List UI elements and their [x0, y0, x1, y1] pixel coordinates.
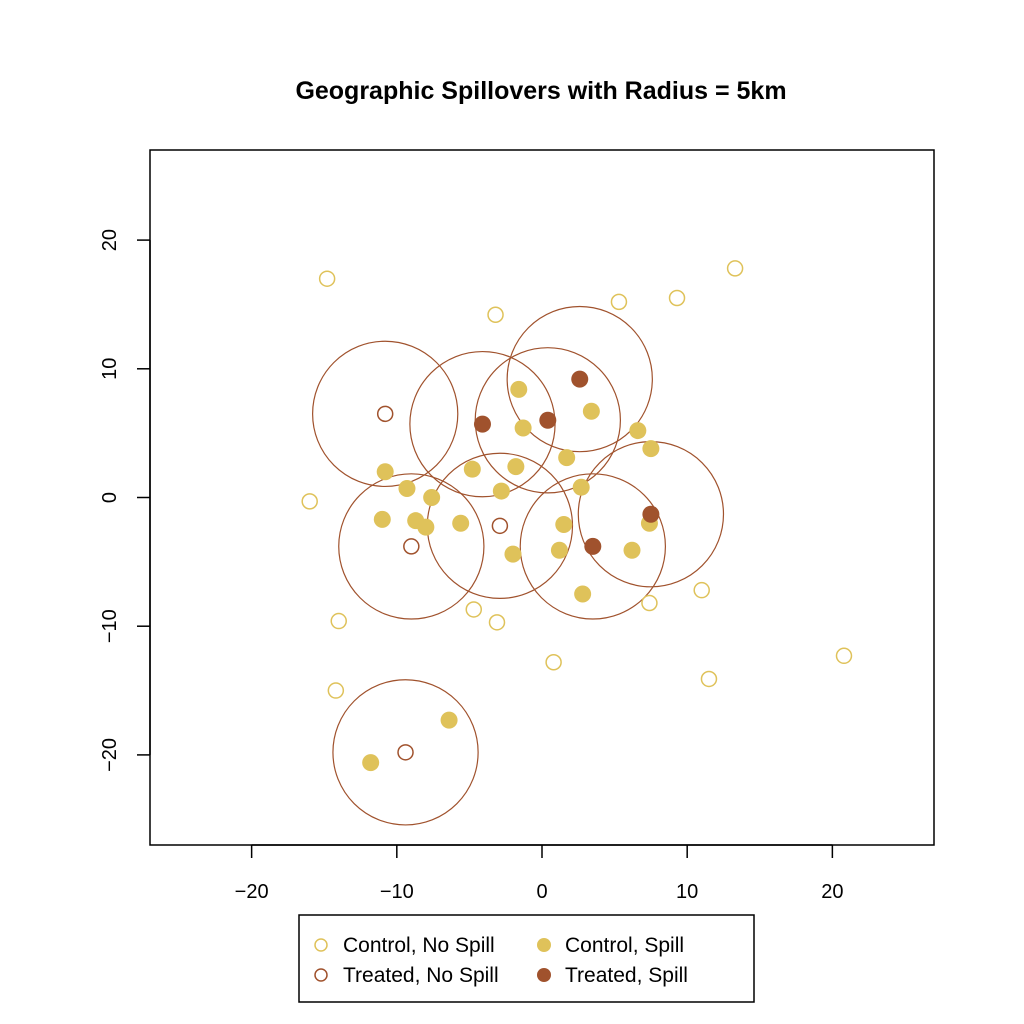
point-control-spill	[629, 422, 647, 440]
point-control-no-spill	[327, 682, 345, 699]
point-control-spill	[463, 460, 481, 478]
y-tick-label: 0	[99, 492, 121, 503]
y-tick-label: 10	[99, 358, 121, 380]
y-axis: −20 −10 0 10 20	[99, 229, 151, 772]
point-control-spill	[555, 516, 573, 534]
point-control-no-spill	[610, 293, 628, 311]
point-treated-no-spill	[397, 744, 414, 761]
spillover-ring	[338, 473, 485, 620]
point-control-spill	[514, 419, 532, 437]
legend-marker-control-spill	[537, 938, 551, 952]
point-treated-spill	[473, 415, 491, 433]
point-control-spill	[582, 402, 600, 420]
point-control-spill	[510, 380, 528, 398]
point-control-spill	[558, 449, 576, 467]
x-tick-label: 0	[536, 881, 547, 903]
point-control-spill	[550, 541, 568, 559]
point-control-spill	[423, 489, 441, 506]
x-tick-label: 20	[821, 881, 843, 903]
point-control-no-spill	[545, 653, 562, 671]
point-treated-spill	[642, 505, 660, 523]
x-tick-label: −10	[380, 881, 414, 903]
x-axis: −20 −10 0 10 20	[235, 844, 843, 903]
x-tick-label: −20	[235, 881, 269, 903]
y-tick-label: −20	[99, 738, 121, 772]
spillover-ring	[312, 340, 459, 488]
legend-label-treated-no-spill: Treated, No Spill	[343, 964, 499, 987]
point-control-spill	[362, 754, 380, 772]
legend-marker-control-no-spill	[314, 938, 328, 952]
legend-marker-treated-spill	[537, 968, 551, 982]
x-tick-label: 10	[676, 881, 698, 903]
legend-box	[298, 914, 755, 1003]
point-treated-spill	[571, 370, 589, 388]
legend-label-treated-spill: Treated, Spill	[565, 964, 688, 987]
point-treated-no-spill	[376, 405, 394, 423]
point-control-no-spill	[668, 289, 686, 307]
point-control-no-spill	[465, 601, 483, 618]
spillover-ring	[506, 305, 653, 453]
data-points	[301, 260, 853, 772]
point-control-no-spill	[641, 594, 658, 612]
point-control-no-spill	[301, 493, 318, 510]
legend-label-control-no-spill: Control, No Spill	[343, 934, 495, 957]
point-control-no-spill	[693, 581, 710, 599]
point-control-spill	[440, 711, 458, 729]
point-control-no-spill	[700, 670, 718, 688]
point-treated-no-spill	[403, 538, 420, 555]
point-control-spill	[642, 440, 660, 458]
point-treated-spill	[584, 537, 602, 555]
point-control-spill	[373, 510, 391, 528]
point-control-spill	[504, 545, 522, 563]
spillover-ring	[519, 473, 667, 620]
point-control-no-spill	[835, 647, 853, 665]
point-treated-spill	[539, 411, 557, 429]
point-treated-no-spill	[491, 517, 509, 535]
point-control-spill	[572, 478, 590, 496]
y-tick-label: 20	[99, 229, 121, 251]
point-control-no-spill	[488, 614, 506, 631]
point-control-spill	[574, 585, 592, 603]
point-control-no-spill	[330, 612, 347, 630]
point-control-spill	[398, 479, 416, 497]
point-control-spill	[623, 541, 641, 559]
legend: Control, No Spill Control, Spill Treated…	[298, 914, 755, 1003]
point-control-spill	[507, 458, 525, 476]
point-control-no-spill	[726, 260, 744, 277]
plot-frame	[149, 149, 935, 846]
legend-label-control-spill: Control, Spill	[565, 934, 684, 957]
point-control-spill	[452, 514, 470, 532]
point-control-spill	[492, 482, 510, 500]
spillover-ring	[332, 679, 479, 826]
y-tick-label: −10	[99, 609, 121, 643]
legend-marker-treated-no-spill	[314, 968, 328, 982]
point-control-spill	[376, 463, 394, 481]
point-control-no-spill	[318, 270, 336, 287]
chart-title: Geographic Spillovers with Radius = 5km	[295, 77, 786, 105]
point-control-spill	[417, 518, 435, 536]
point-control-no-spill	[487, 306, 504, 323]
